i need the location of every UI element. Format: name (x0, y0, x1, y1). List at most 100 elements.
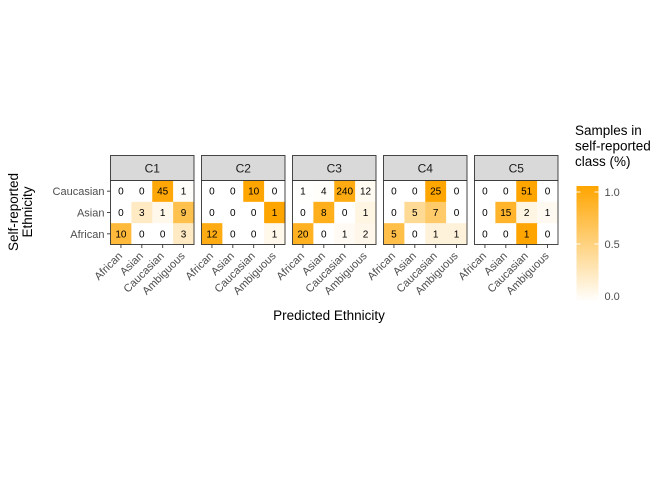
cell-value-label: 8 (321, 208, 327, 219)
cell-value-label: 0 (391, 187, 397, 198)
heatmap-cell (495, 180, 517, 203)
heatmap-cell (222, 223, 244, 245)
cell-value-label: 9 (181, 208, 187, 219)
cell-value-label: 15 (500, 208, 512, 219)
heatmap-cell (474, 223, 496, 245)
heatmap-cell (516, 201, 538, 224)
heatmap-cell (446, 223, 468, 245)
heatmap-cell (334, 223, 356, 245)
heatmap-cell (152, 180, 174, 203)
heatmap-cell (292, 180, 314, 203)
cell-value-label: 0 (503, 229, 509, 240)
cell-value-label: 1 (300, 187, 306, 198)
heatmap-cell (474, 201, 496, 224)
cell-value-label: 0 (209, 208, 215, 219)
heatmap-cell (264, 201, 286, 224)
heatmap-cell (222, 201, 244, 224)
cell-value-label: 0 (230, 208, 236, 219)
facet-strip-label: C3 (327, 162, 343, 176)
cell-value-label: 0 (412, 187, 418, 198)
heatmap-cell (243, 201, 265, 224)
cell-value-label: 1 (160, 208, 166, 219)
cell-value-label: 51 (521, 187, 533, 198)
heatmap-cell (264, 180, 286, 203)
cell-value-label: 240 (336, 187, 353, 198)
heatmap-cell (110, 180, 132, 203)
heatmap-cell (131, 201, 153, 224)
panel-border (383, 180, 468, 245)
y-axis-title-line: Ethnicity (20, 186, 35, 237)
cell-value-label: 1 (272, 229, 278, 240)
y-axis-title: Self-reportedEthnicity (6, 173, 35, 251)
heatmap-cell (404, 180, 426, 203)
heatmap-cell (313, 201, 335, 224)
cell-value-label: 1 (363, 208, 369, 219)
facet-strip (110, 155, 195, 181)
heatmap-cell (404, 223, 426, 245)
cell-value-label: 0 (454, 187, 460, 198)
facet-c4: C40 0 25 00 5 7 05 0 1 1AfricanAsianCaucasianAmbi… (365, 155, 468, 298)
cell-value-label: 20 (297, 229, 309, 240)
cell-value-label: 0 (251, 229, 257, 240)
legend-tick-label: 0.0 (605, 291, 620, 303)
heatmap-cell (383, 180, 405, 203)
cell-value-label: 1 (272, 208, 278, 219)
y-tick-label: African (70, 229, 104, 241)
heatmap-cell (425, 223, 447, 245)
legend-colorbar (576, 186, 599, 302)
cell-value-label: 1 (524, 229, 530, 240)
heatmap-cell (292, 223, 314, 245)
cell-value-label: 0 (251, 208, 257, 219)
facet-c1: C10 0 45 10 3 1 910 0 0 3AfricanAsianCaucasianAmb… (92, 155, 195, 298)
cell-value-label: 0 (230, 187, 236, 198)
cell-value-label: 3 (139, 208, 145, 219)
heatmap-cell (404, 201, 426, 224)
cell-value-label: 7 (433, 208, 439, 219)
facet-strip-label: C4 (418, 162, 434, 176)
heatmap-cell (201, 223, 223, 245)
heatmap-cell (201, 180, 223, 203)
cell-value-label: 0 (118, 208, 124, 219)
heatmap-cell (173, 223, 195, 245)
cell-value-label: 1 (181, 187, 187, 198)
heatmap-cell (383, 223, 405, 245)
facet-strip-label: C5 (509, 162, 525, 176)
cell-value-label: 0 (118, 187, 124, 198)
legend-title-line: class (%) (575, 154, 631, 169)
cell-value-label: 5 (412, 208, 418, 219)
cell-value-label: 0 (139, 229, 145, 240)
cell-value-label: 0 (545, 229, 551, 240)
cell-value-label: 0 (482, 187, 488, 198)
cell-value-label: 1 (433, 229, 439, 240)
heatmap-cell (425, 180, 447, 203)
heatmap-cell (516, 223, 538, 245)
facet-c5: C50 0 51 00 15 2 10 0 1 0AfricanAsianCaucasianAmb… (456, 155, 559, 298)
heatmap-cell (537, 201, 559, 224)
cell-value-label: 25 (430, 187, 442, 198)
heatmap-cell (222, 180, 244, 203)
heatmap-cell (495, 223, 517, 245)
facet-c3: C31 4 240 120 8 0 120 0 1 2AfricanAsianCaucasianA… (274, 155, 377, 298)
cell-value-label: 5 (391, 229, 397, 240)
heatmap-cell (334, 201, 356, 224)
cell-value-label: 12 (360, 187, 372, 198)
heatmap-cell (537, 223, 559, 245)
cell-value-label: 0 (209, 187, 215, 198)
heatmap-cell (425, 201, 447, 224)
heatmap-cell (292, 201, 314, 224)
legend-tick-label: 1.0 (605, 187, 620, 199)
heatmap-cell (334, 180, 356, 203)
cell-value-label: 0 (482, 208, 488, 219)
cell-value-label: 1 (545, 208, 551, 219)
heatmap-cell (243, 223, 265, 245)
cell-value-label: 0 (300, 208, 306, 219)
cell-value-label: 0 (454, 208, 460, 219)
heatmap-cell (537, 180, 559, 203)
cell-value-label: 10 (248, 187, 260, 198)
heatmap-cell (131, 223, 153, 245)
legend-title-line: Samples in (575, 123, 642, 138)
heatmap-cell (152, 201, 174, 224)
cell-value-label: 1 (454, 229, 460, 240)
